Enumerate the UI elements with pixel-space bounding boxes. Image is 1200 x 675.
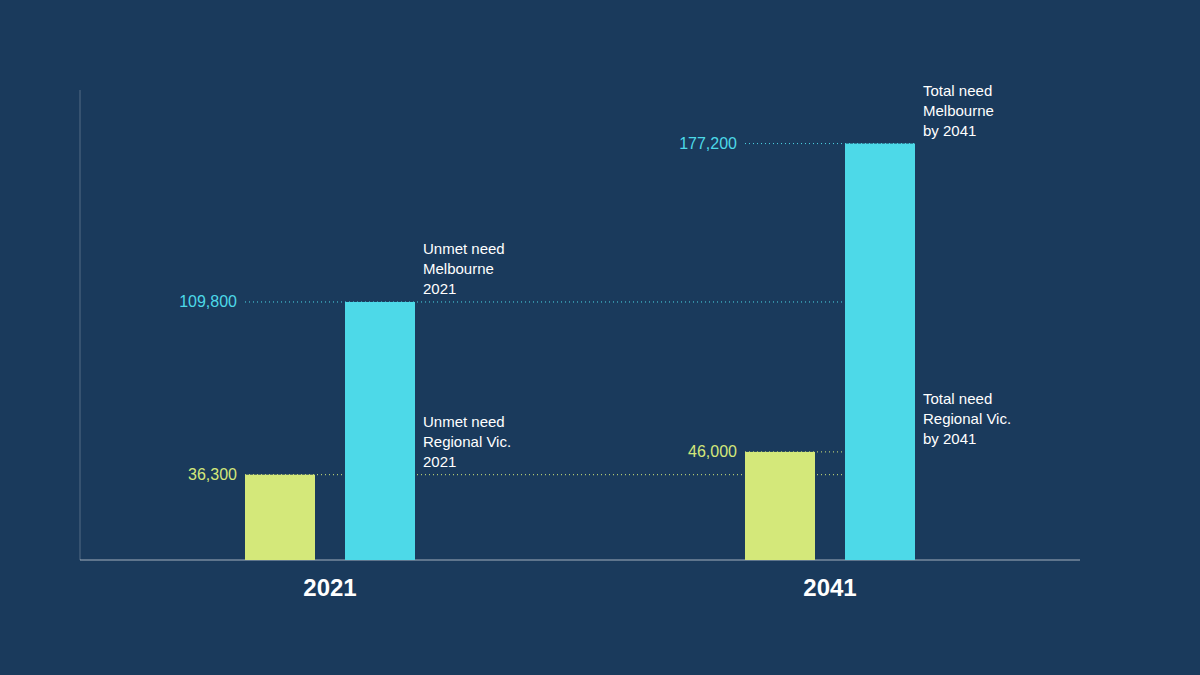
value-label: 177,200 [679, 135, 737, 152]
bar-label: Unmet needRegional Vic.2021 [423, 413, 511, 470]
bar-label: Total needMelbourneby 2041 [923, 82, 994, 139]
chart: 36,300 46,000 109,800 177,200 Unmet needRegi… [0, 0, 1200, 675]
labels: 36,300 46,000 109,800 177,200 Unmet needRegi… [179, 82, 1011, 601]
bar [345, 302, 415, 560]
value-label: 46,000 [688, 443, 737, 460]
bar [845, 144, 915, 560]
category-label: 2041 [803, 574, 856, 601]
category-label: 2021 [303, 574, 356, 601]
bar [745, 452, 815, 560]
bar [245, 475, 315, 560]
chart-container: 36,300 46,000 109,800 177,200 Unmet needRegi… [0, 0, 1200, 675]
bar-label: Unmet needMelbourne2021 [423, 240, 505, 297]
plot-area [245, 144, 915, 560]
value-label: 36,300 [188, 466, 237, 483]
background [0, 0, 1200, 675]
y-axis-line [80, 90, 81, 560]
x-axis-line [80, 560, 1080, 561]
bar-label: Total needRegional Vic.by 2041 [923, 390, 1011, 447]
value-label: 109,800 [179, 293, 237, 310]
